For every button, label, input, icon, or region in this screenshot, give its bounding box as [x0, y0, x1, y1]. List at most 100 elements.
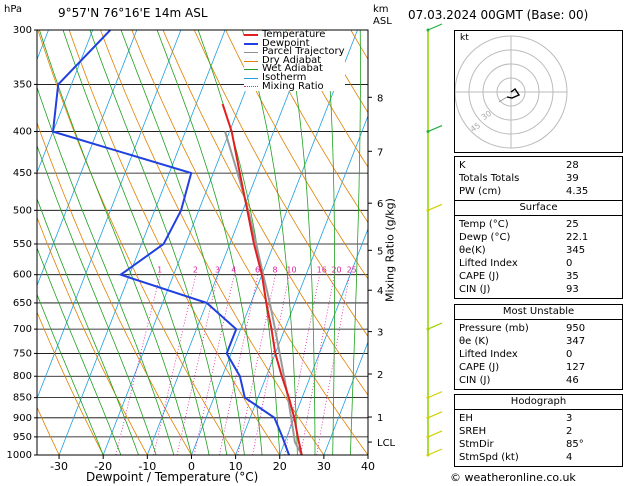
legend-entry: Mixing Ratio — [244, 80, 345, 92]
legend-label: Dry Adiabat — [262, 54, 322, 66]
mixing-ratio-tick-label: 2 — [193, 266, 198, 275]
height-tick-label: LCL — [377, 438, 396, 449]
legend-swatch — [244, 60, 258, 62]
mixing-ratio-line — [300, 274, 335, 455]
wind-barb — [427, 430, 443, 438]
legend-entry: Wet Adiabat — [244, 64, 345, 74]
height-tick-label: 6 — [377, 199, 383, 210]
mixing-ratio-line — [115, 274, 161, 455]
mixing-ratio-line — [237, 274, 276, 455]
hodograph-ring-45: 45 — [469, 121, 483, 134]
pressure-tick-label: 600 — [13, 270, 32, 281]
header-km: km — [373, 4, 389, 15]
hodograph-ring-30: 30 — [480, 109, 494, 122]
hodograph-kt-label: kt — [460, 33, 469, 43]
mixing-ratio-tick-label: 4 — [231, 266, 236, 275]
legend-entry: Temperature — [244, 30, 345, 40]
temperature-tick-label: -10 — [138, 460, 156, 473]
wet-adiabat — [89, 30, 228, 455]
mixing-ratio-line — [316, 274, 350, 455]
dry-adiabat — [37, 406, 60, 455]
isotherm — [323, 340, 368, 455]
mixing-ratio-tick-label: 25 — [347, 266, 357, 275]
mu-row: CAPE (J) 127 — [459, 362, 586, 373]
legend-entry: Parcel Trajectory — [244, 47, 345, 57]
wind-barb-dot — [426, 130, 430, 134]
pressure-tick-label: 900 — [13, 413, 32, 424]
wet-adiabat — [37, 246, 122, 455]
wind-barb-dot — [426, 208, 430, 212]
legend-label: Dewpoint — [262, 37, 310, 49]
mixing-ratio-line — [193, 274, 235, 455]
hodograph-table: Hodograph EH 3 SREH 2 StmDir 85° StmSpd (kt… — [454, 394, 623, 467]
wet-adiabat — [349, 30, 361, 455]
height-tick-label: 8 — [377, 93, 383, 104]
height-tick-label: 7 — [377, 147, 383, 158]
wind-barb — [427, 411, 443, 419]
legend-swatch — [244, 51, 258, 53]
dry-adiabat — [100, 30, 325, 455]
pressure-tick-label: 500 — [13, 205, 32, 216]
index-row: K 28 — [459, 160, 579, 171]
wind-barb — [427, 448, 443, 456]
wet-adiabat — [285, 30, 316, 455]
isotherm — [235, 114, 368, 455]
legend-entry: Isotherm — [244, 71, 345, 83]
pressure-tick-label: 800 — [13, 371, 32, 382]
wind-barb — [427, 23, 443, 31]
isotherm — [0, 30, 4, 455]
dry-adiabat — [37, 30, 236, 455]
temperature-tick-label: 10 — [229, 460, 243, 473]
wet-adiabat — [62, 30, 210, 455]
wind-barb — [427, 124, 443, 133]
dry-adiabat — [162, 30, 368, 396]
hodo-row: StmDir 85° — [459, 439, 584, 450]
pressure-tick-label: 1000 — [7, 450, 32, 461]
legend-swatch — [244, 34, 258, 37]
index-row: PW (cm) 4.35 — [459, 186, 589, 197]
header-datetime: 07.03.2024 00GMT (Base: 00) — [408, 8, 589, 22]
index-row: Totals Totals 39 — [459, 173, 579, 184]
wet-adiabat — [39, 30, 192, 455]
header-asl: ASL — [373, 16, 392, 27]
most-unstable-table: Most Unstable Pressure (mb) 950 θe (K) 347… — [454, 304, 623, 390]
wind-barb-dot — [426, 435, 430, 439]
surface-row: Dewp (°C) 22.1 — [459, 232, 589, 243]
mixing-ratio-line — [153, 274, 197, 455]
wet-adiabat — [37, 86, 175, 455]
temperature-tick-label: 30 — [317, 460, 331, 473]
height-tick-label: 1 — [377, 413, 383, 424]
temperature-tick-label: 40 — [361, 460, 375, 473]
pressure-tick-label: 400 — [13, 127, 32, 138]
pressure-tick-label: 650 — [13, 298, 32, 309]
isotherm — [279, 227, 368, 455]
surface-row: Lifted Index 0 — [459, 258, 573, 269]
legend: Temperature Dewpoint Parcel Trajectory Dry … — [244, 30, 345, 92]
legend-label: Mixing Ratio — [262, 80, 324, 92]
mixing-ratio-line — [252, 274, 290, 455]
legend-swatch — [244, 69, 258, 71]
wet-adiabat — [37, 293, 104, 455]
wind-barb — [427, 203, 443, 211]
surface-row: CIN (J) 93 — [459, 284, 579, 295]
dry-adiabat — [131, 30, 368, 455]
dry-adiabat — [256, 30, 368, 224]
mu-row: CIN (J) 46 — [459, 375, 579, 386]
mu-row: Pressure (mb) 950 — [459, 323, 586, 334]
surface-row: CAPE (J) 35 — [459, 271, 579, 282]
legend-label: Isotherm — [262, 71, 307, 83]
mu-row: Lifted Index 0 — [459, 349, 573, 360]
mu-row: θe (K) 347 — [459, 336, 586, 347]
legend-swatch — [244, 42, 258, 45]
hodograph-plot: 30 45 — [455, 35, 568, 149]
wind-barb — [427, 322, 443, 330]
surface-row: θe(K) 345 — [459, 245, 586, 256]
temperature-tick-label: -20 — [94, 460, 112, 473]
mixing-ratio-axis-label: Mixing Ratio (g/kg) — [383, 198, 397, 302]
legend-entry: Dry Adiabat — [244, 54, 345, 66]
isotherm — [191, 30, 358, 455]
isotherm — [37, 30, 94, 174]
pressure-tick-label: 950 — [13, 432, 32, 443]
